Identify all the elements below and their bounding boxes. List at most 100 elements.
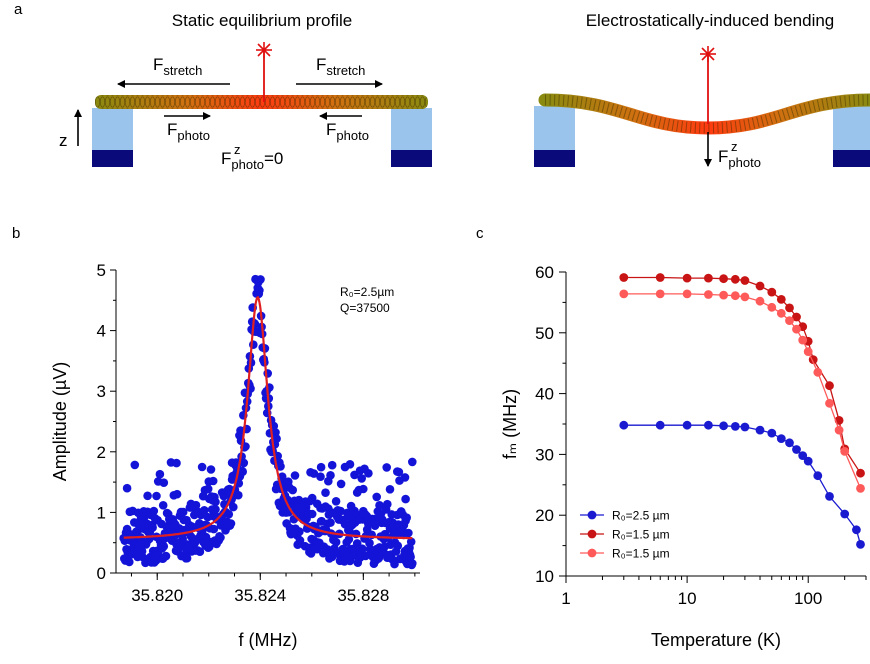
series-point — [740, 422, 750, 432]
lorentzian-fit-curve — [123, 295, 413, 540]
y-tick-label: 50 — [535, 324, 554, 343]
y-tick-label: 40 — [535, 385, 554, 404]
data-point — [307, 509, 317, 519]
series-point — [840, 447, 850, 456]
series-point — [730, 291, 740, 301]
y-tick-label: 1 — [97, 503, 106, 522]
data-point — [216, 533, 225, 542]
series-point — [682, 273, 692, 283]
series — [619, 289, 865, 493]
series-point — [740, 276, 750, 285]
y-tick-label: 3 — [97, 382, 106, 401]
y-tick-label: 5 — [97, 261, 106, 280]
series-point — [785, 303, 794, 313]
series-point — [785, 438, 794, 448]
data-point — [191, 500, 201, 510]
data-point — [172, 458, 181, 468]
data-point — [401, 494, 410, 504]
bent-beam — [538, 93, 870, 135]
data-point — [385, 485, 395, 494]
data-point — [130, 460, 140, 470]
data-point — [370, 521, 380, 530]
data-point — [195, 547, 205, 556]
data-point — [309, 469, 319, 478]
series-point — [704, 420, 713, 430]
series-point — [767, 287, 777, 297]
bent-right-support-top — [833, 106, 870, 150]
y-tick-label: 20 — [535, 506, 554, 525]
data-point — [122, 483, 132, 493]
series-point — [856, 484, 865, 493]
data-point — [226, 519, 236, 528]
data-point — [159, 542, 169, 551]
straight-beam-coil — [95, 95, 428, 109]
y-tick-label: 4 — [97, 322, 106, 341]
data-point — [400, 473, 410, 482]
series-point — [719, 421, 728, 431]
data-point — [148, 523, 157, 532]
series-point — [619, 289, 629, 299]
data-point — [394, 467, 404, 477]
series-point — [704, 273, 713, 283]
y-tick-label: 0 — [97, 564, 106, 583]
data-point — [326, 518, 335, 527]
data-point — [327, 460, 337, 470]
data-point — [276, 462, 285, 471]
data-point — [331, 497, 341, 506]
data-point — [326, 471, 335, 480]
right-support-base — [391, 150, 432, 167]
series-point — [840, 509, 850, 519]
panel-a-letter: a — [14, 1, 23, 18]
x-tick-label: 35.820 — [131, 586, 183, 605]
data-point — [149, 506, 159, 516]
data-point — [161, 551, 171, 561]
f-photo-label-left: Fphoto — [167, 120, 210, 143]
data-point — [306, 549, 316, 558]
y-tick-label: 2 — [97, 443, 106, 462]
data-point — [383, 499, 392, 509]
y-tick-label: 60 — [535, 263, 554, 282]
panel-c: c 10 20 30 40 50 60 1 10 100 Temperature (K) fₘ (M… — [476, 225, 867, 650]
data-point — [152, 491, 161, 501]
data-point — [172, 489, 182, 499]
series-point — [792, 312, 801, 322]
series-point — [655, 289, 665, 299]
series-point — [655, 420, 665, 430]
legend-entry: R₀=2.5 µm — [612, 509, 670, 523]
left-support-base — [92, 150, 133, 167]
x-tick-label: 1 — [561, 589, 570, 608]
x-tick-label: 35.824 — [234, 586, 286, 605]
data-point — [197, 462, 207, 472]
series-point — [740, 292, 750, 302]
data-point — [208, 476, 218, 486]
series-point — [813, 471, 823, 481]
series-point — [719, 290, 728, 300]
data-point — [211, 497, 220, 507]
series-point — [704, 290, 713, 299]
series-point — [755, 296, 765, 306]
data-point — [316, 472, 325, 482]
series-point — [730, 422, 740, 431]
series-point — [767, 302, 777, 312]
series-point — [776, 308, 786, 318]
f-stretch-label-right: Fstretch — [316, 55, 365, 78]
data-point — [331, 537, 341, 547]
data-point — [209, 524, 219, 534]
series-point — [655, 273, 665, 282]
series-point — [856, 468, 865, 478]
x-axis-label: f (MHz) — [239, 630, 298, 650]
panel-c-letter: c — [476, 225, 484, 242]
f-photo-z-sup-right: z — [731, 139, 738, 154]
data-point — [255, 286, 264, 295]
data-point — [211, 505, 220, 514]
series-point — [792, 324, 801, 334]
data-point — [336, 479, 346, 489]
data-point — [256, 275, 265, 284]
series — [619, 273, 865, 478]
data-point — [229, 502, 238, 512]
bent-left-support-top — [534, 106, 575, 150]
data-point — [272, 434, 281, 444]
series-point — [767, 428, 777, 438]
series-point — [825, 398, 834, 408]
